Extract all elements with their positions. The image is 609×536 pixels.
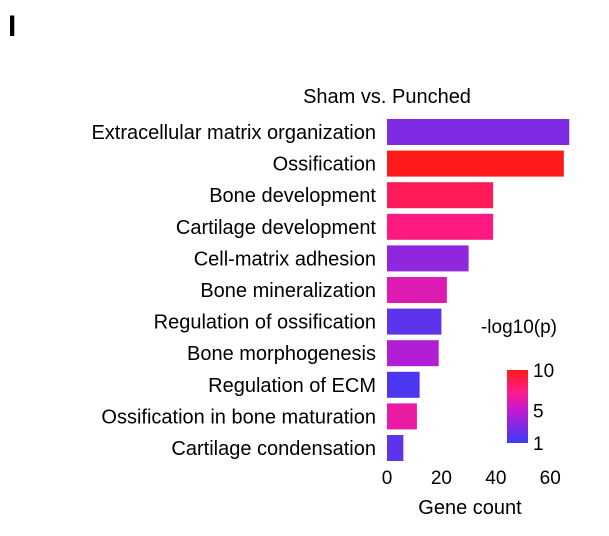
bar [387,403,417,430]
colorbar-ticks: 10 5 1 [533,361,554,455]
colorbar-title: -log10(p) [481,317,557,338]
category-label: Cell-matrix adhesion [194,248,376,270]
bar [387,245,469,272]
x-tick-label: 60 [540,468,561,489]
x-tick-label: 40 [485,468,506,489]
colorbar [507,370,528,443]
bar [387,182,494,209]
chart-title: Sham vs. Punched [303,86,471,108]
bars [387,119,570,461]
bar [387,435,404,461]
bar [387,119,570,145]
x-axis-ticks: 0 20 40 60 [382,468,561,489]
bar [387,371,420,398]
colorbar-tick-label: 1 [533,434,544,455]
category-label: Ossification in bone maturation [101,406,376,428]
category-label: Bone development [209,185,376,207]
category-labels: Extracellular matrix organization Ossific… [91,122,376,460]
category-label: Cartilage development [176,217,377,239]
colorbar-tick-label: 5 [533,402,544,423]
bar [387,150,564,177]
x-tick-label: 20 [431,468,452,489]
colorbar-tick-label: 10 [533,361,554,382]
bar [387,308,442,335]
x-tick-label: 0 [382,468,393,489]
category-label: Extracellular matrix organization [91,122,376,144]
category-label: Bone mineralization [200,280,376,302]
x-axis-label: Gene count [418,497,522,519]
bar [387,340,439,367]
category-label: Cartilage condensation [171,438,376,460]
bar [387,277,447,303]
category-label: Bone morphogenesis [187,343,376,365]
bar [387,213,494,240]
category-label: Regulation of ossification [154,312,376,334]
panel-label: I [8,10,16,43]
category-label: Ossification [273,154,376,176]
category-label: Regulation of ECM [208,375,376,397]
